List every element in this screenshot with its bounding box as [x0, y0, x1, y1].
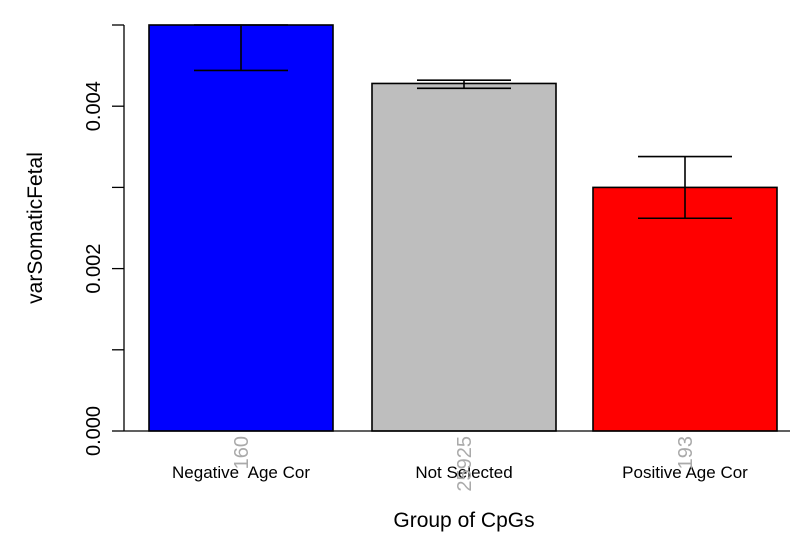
category-label: Not Selected — [415, 463, 512, 482]
category-label: Positive Age Cor — [622, 463, 748, 482]
bars-layer — [148, 24, 778, 432]
bar-3 — [592, 186, 778, 432]
count-label: 25925 — [454, 436, 476, 492]
y-axis-title: varSomaticFetal — [24, 152, 47, 304]
error-bar-1 — [194, 24, 288, 72]
y-tick-label: 0.004 — [83, 81, 105, 131]
bar-1 — [148, 24, 334, 432]
error-bar-3 — [638, 155, 732, 220]
category-labels: Negative Age Cor Not Selected Positive Age… — [172, 463, 748, 482]
bar-2 — [371, 82, 557, 432]
count-label: 193 — [675, 436, 697, 469]
y-tick-label: 0.002 — [83, 244, 105, 294]
error-bars-layer — [194, 24, 732, 220]
x-axis-title: Group of CpGs — [393, 509, 534, 532]
y-tick-label: 0.000 — [83, 406, 105, 456]
category-label: Negative Age Cor — [172, 463, 310, 482]
error-bar-2 — [417, 79, 511, 90]
y-axis: 0.000 0.002 0.004 — [83, 24, 125, 456]
count-labels: 160 25925 193 — [231, 436, 697, 492]
count-label: 160 — [231, 436, 253, 469]
